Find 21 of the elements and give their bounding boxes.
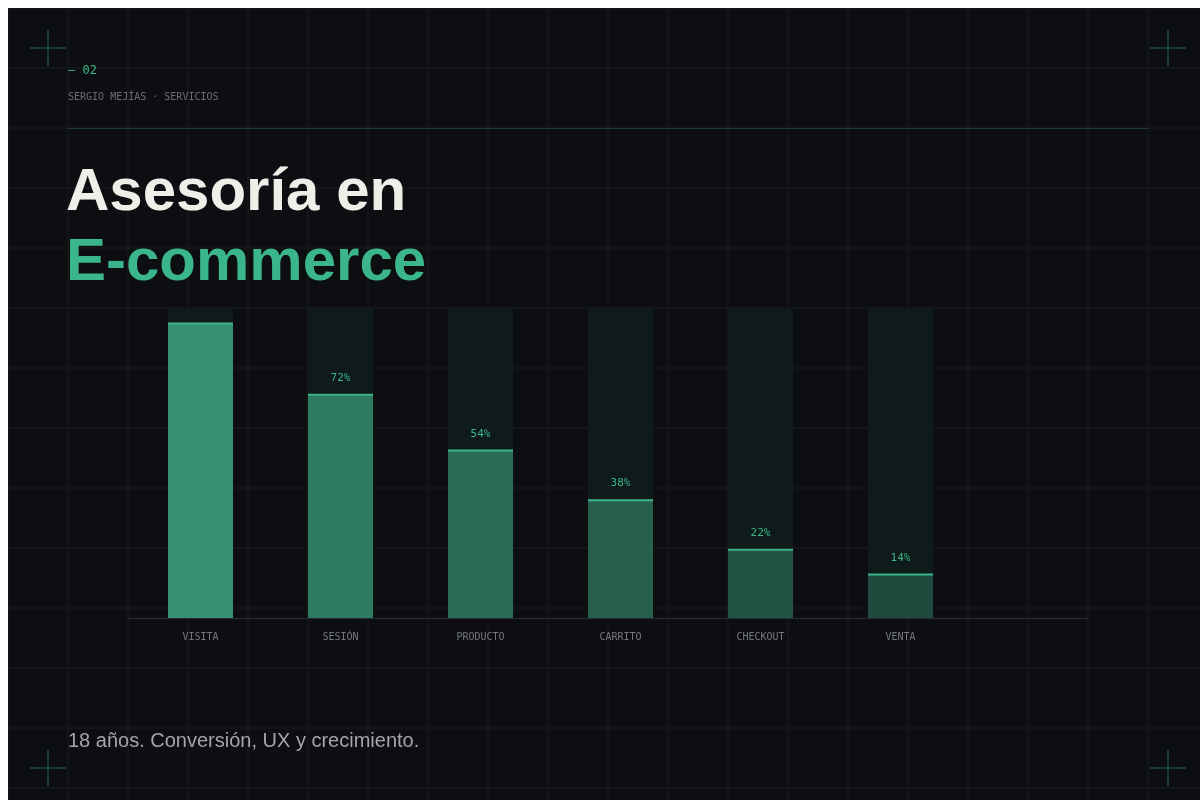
bar [168, 323, 233, 618]
data-label: 38% [610, 476, 631, 490]
bar [588, 500, 653, 618]
data-label: 54% [470, 426, 491, 440]
x-tick-label: CHECKOUT [736, 631, 785, 642]
x-tick-label: VISITA [182, 631, 219, 642]
bar [308, 394, 373, 618]
chart-title: Asesoría en E-commerce [66, 156, 427, 293]
x-tick-label: SESIÓN [322, 630, 359, 642]
x-tick-label: VENTA [885, 631, 916, 642]
data-label: 14% [890, 550, 911, 564]
x-tick-label: CARRITO [599, 631, 642, 642]
data-label: 22% [750, 525, 771, 539]
bar [868, 574, 933, 618]
text: SERGIO MEJÍAS · SERVICIOS [68, 90, 219, 102]
bar [448, 450, 513, 618]
x-tick-label: PRODUCTO [456, 631, 505, 642]
bar [728, 549, 793, 618]
text: 18 años. Conversión, UX y crecimiento. [68, 729, 420, 751]
data-label: 72% [330, 370, 351, 384]
text: — 02 [68, 63, 97, 77]
